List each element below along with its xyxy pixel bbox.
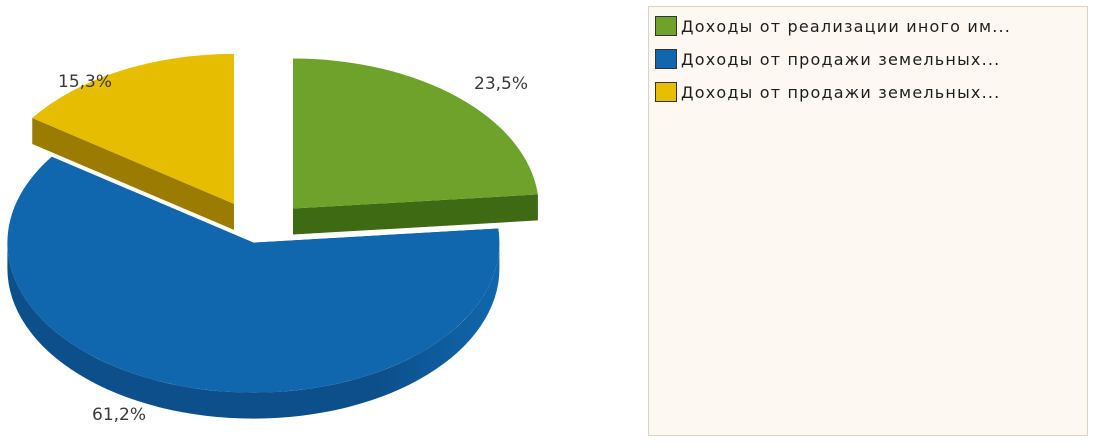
pie-slice-green-top xyxy=(292,58,538,209)
slice-label-green: 23,5% xyxy=(474,74,529,94)
legend-swatch-blue xyxy=(655,49,677,69)
legend-item-yellow: Доходы от продажи земельных... xyxy=(655,81,1000,103)
pie-slice-yellow-top xyxy=(32,53,234,204)
pie-slice-yellow-edge-0 xyxy=(32,118,234,230)
legend-item-blue: Доходы от продажи земельных... xyxy=(655,48,1000,70)
slice-label-yellow: 15,3% xyxy=(58,72,113,92)
legend-label-green: Доходы от реализации иного им... xyxy=(681,16,1012,36)
pie-slice-blue-wall xyxy=(7,242,500,419)
pie-slice-yellow xyxy=(32,53,234,230)
pie-slice-green-edge-1 xyxy=(292,194,538,235)
legend: Доходы от реализации иного им... Доходы … xyxy=(648,6,1088,436)
legend-swatch-green xyxy=(655,16,677,36)
pie-slice-green xyxy=(292,58,538,235)
slice-label-blue: 61,2% xyxy=(92,405,147,425)
legend-swatch-yellow xyxy=(655,82,677,102)
legend-item-green: Доходы от реализации иного им... xyxy=(655,15,1011,37)
pie-slice-blue-top xyxy=(7,156,500,393)
pie-slice-blue xyxy=(7,156,500,419)
pie-chart xyxy=(7,53,538,419)
legend-label-yellow: Доходы от продажи земельных... xyxy=(681,82,1001,102)
legend-label-blue: Доходы от продажи земельных... xyxy=(681,49,1001,69)
